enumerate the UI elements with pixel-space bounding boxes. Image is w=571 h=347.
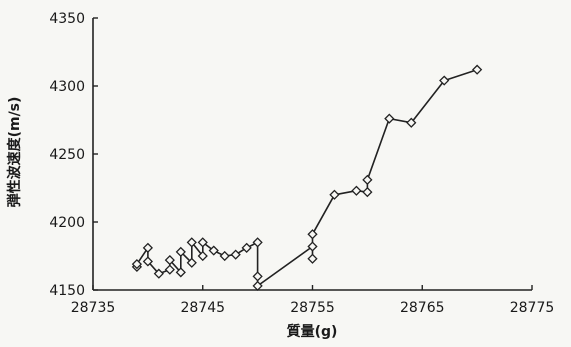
data-point [252,280,263,292]
x-tick-label: 28775 [510,300,555,316]
data-point [252,237,263,248]
data-point [329,189,340,200]
x-tick-label: 28755 [290,300,335,316]
y-tick-label: 4250 [49,147,85,163]
data-point [362,186,373,198]
x-tick-label: 28745 [180,300,225,316]
data-point [164,254,175,266]
data-point [307,253,318,264]
data-point [175,267,186,278]
data-point [186,237,197,248]
x-axis-title: 質量(g) [287,323,338,340]
data-point [164,264,175,275]
data-point [439,75,450,86]
data-point [230,249,241,260]
ticks: 4150 4200 4250 4300 4350 28735 28745 28755 28765… [49,11,554,316]
data-point [153,268,164,279]
x-tick-label: 28735 [71,300,116,316]
data-point [384,113,395,124]
data-point [362,174,373,185]
data-point [197,237,208,248]
data-point [241,242,252,253]
series [131,64,483,292]
data-point [351,185,362,196]
data-point [472,64,483,75]
data-point [406,117,417,128]
data-point [208,245,219,256]
data-point [252,271,263,282]
data-point [197,250,208,262]
y-tick-label: 4350 [49,11,85,27]
data-point [307,229,318,240]
labels: 質量(g) 弾性波速度(m/s) [6,97,337,340]
data-point [131,259,143,270]
y-axis-title: 弾性波速度(m/s) [6,97,23,208]
data-point [307,241,318,252]
data-point [219,250,230,262]
y-tick-label: 4300 [49,79,85,95]
y-tick-label: 4200 [49,215,85,231]
data-point [186,257,197,268]
series-line [136,68,478,287]
x-tick-label: 28765 [400,300,445,316]
data-point [142,256,153,267]
data-point [142,242,153,253]
y-tick-label: 4150 [49,283,85,299]
data-point [175,246,186,258]
